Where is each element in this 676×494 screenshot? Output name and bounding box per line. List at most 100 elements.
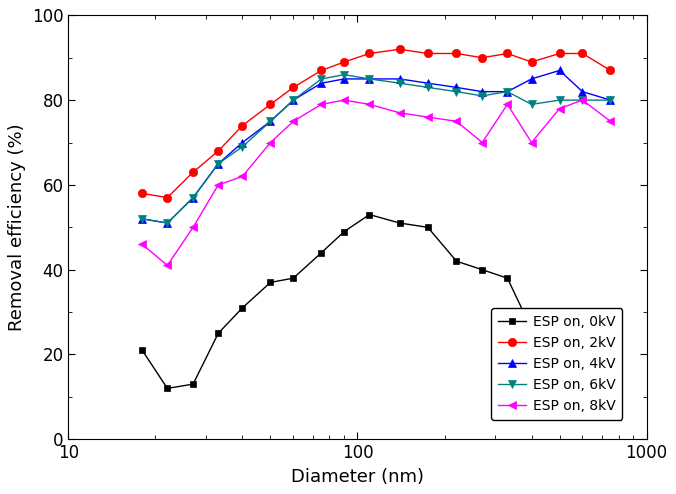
ESP on, 8kV — [239, 173, 247, 179]
ESP on, 6kV — [366, 76, 374, 82]
Line: ESP on, 8kV: ESP on, 8kV — [138, 96, 614, 270]
ESP on, 8kV — [164, 262, 172, 268]
ESP on, 0kV — [556, 339, 564, 345]
ESP on, 0kV — [214, 330, 222, 336]
ESP on, 4kV — [478, 89, 486, 95]
ESP on, 4kV — [317, 80, 325, 86]
ESP on, 2kV — [317, 68, 325, 74]
ESP on, 6kV — [189, 195, 197, 201]
ESP on, 8kV — [317, 101, 325, 107]
ESP on, 2kV — [164, 195, 172, 201]
ESP on, 6kV — [164, 220, 172, 226]
ESP on, 8kV — [556, 106, 564, 112]
ESP on, 6kV — [289, 97, 297, 103]
ESP on, 8kV — [424, 114, 432, 120]
ESP on, 6kV — [239, 144, 247, 150]
ESP on, 0kV — [366, 211, 374, 217]
Line: ESP on, 2kV: ESP on, 2kV — [138, 45, 614, 202]
ESP on, 0kV — [189, 381, 197, 387]
ESP on, 8kV — [138, 241, 146, 247]
ESP on, 0kV — [579, 326, 587, 332]
ESP on, 8kV — [527, 139, 535, 145]
ESP on, 2kV — [266, 101, 274, 107]
ESP on, 4kV — [395, 76, 404, 82]
ESP on, 2kV — [395, 46, 404, 52]
ESP on, 8kV — [478, 139, 486, 145]
ESP on, 4kV — [579, 89, 587, 95]
ESP on, 6kV — [266, 119, 274, 124]
ESP on, 2kV — [504, 50, 512, 56]
ESP on, 4kV — [266, 119, 274, 124]
ESP on, 2kV — [289, 84, 297, 90]
ESP on, 0kV — [164, 385, 172, 391]
ESP on, 0kV — [606, 330, 614, 336]
ESP on, 2kV — [138, 190, 146, 196]
ESP on, 6kV — [504, 89, 512, 95]
ESP on, 4kV — [527, 76, 535, 82]
ESP on, 4kV — [606, 97, 614, 103]
Line: ESP on, 0kV: ESP on, 0kV — [139, 211, 614, 392]
ESP on, 0kV — [452, 258, 460, 264]
ESP on, 4kV — [366, 76, 374, 82]
ESP on, 2kV — [340, 59, 348, 65]
ESP on, 0kV — [266, 280, 274, 286]
ESP on, 0kV — [239, 305, 247, 311]
ESP on, 0kV — [138, 347, 146, 353]
ESP on, 0kV — [527, 326, 535, 332]
ESP on, 8kV — [606, 119, 614, 124]
ESP on, 2kV — [214, 148, 222, 154]
Y-axis label: Removal efficiency (%): Removal efficiency (%) — [8, 124, 26, 331]
ESP on, 0kV — [424, 224, 432, 230]
ESP on, 8kV — [366, 101, 374, 107]
Legend: ESP on, 0kV, ESP on, 2kV, ESP on, 4kV, ESP on, 6kV, ESP on, 8kV: ESP on, 0kV, ESP on, 2kV, ESP on, 4kV, E… — [491, 308, 623, 419]
ESP on, 0kV — [289, 275, 297, 281]
X-axis label: Diameter (nm): Diameter (nm) — [291, 468, 424, 486]
ESP on, 2kV — [606, 68, 614, 74]
ESP on, 2kV — [556, 50, 564, 56]
ESP on, 8kV — [289, 119, 297, 124]
ESP on, 4kV — [452, 84, 460, 90]
ESP on, 6kV — [214, 161, 222, 166]
ESP on, 6kV — [138, 216, 146, 222]
Line: ESP on, 6kV: ESP on, 6kV — [138, 71, 614, 227]
ESP on, 0kV — [317, 250, 325, 256]
ESP on, 6kV — [579, 97, 587, 103]
ESP on, 8kV — [504, 101, 512, 107]
ESP on, 6kV — [452, 89, 460, 95]
ESP on, 8kV — [266, 139, 274, 145]
ESP on, 2kV — [452, 50, 460, 56]
ESP on, 4kV — [424, 80, 432, 86]
ESP on, 4kV — [239, 139, 247, 145]
ESP on, 8kV — [340, 97, 348, 103]
ESP on, 4kV — [189, 195, 197, 201]
ESP on, 2kV — [424, 50, 432, 56]
ESP on, 2kV — [478, 55, 486, 61]
ESP on, 8kV — [579, 97, 587, 103]
ESP on, 4kV — [289, 97, 297, 103]
ESP on, 4kV — [340, 76, 348, 82]
ESP on, 4kV — [138, 216, 146, 222]
ESP on, 4kV — [164, 220, 172, 226]
ESP on, 0kV — [395, 220, 404, 226]
ESP on, 6kV — [395, 80, 404, 86]
ESP on, 6kV — [340, 72, 348, 78]
ESP on, 4kV — [504, 89, 512, 95]
ESP on, 2kV — [366, 50, 374, 56]
ESP on, 4kV — [556, 68, 564, 74]
ESP on, 0kV — [478, 267, 486, 273]
ESP on, 2kV — [579, 50, 587, 56]
ESP on, 0kV — [340, 229, 348, 235]
ESP on, 2kV — [239, 123, 247, 128]
ESP on, 6kV — [317, 76, 325, 82]
ESP on, 6kV — [424, 84, 432, 90]
ESP on, 8kV — [452, 119, 460, 124]
ESP on, 8kV — [214, 182, 222, 188]
ESP on, 0kV — [504, 275, 512, 281]
ESP on, 6kV — [556, 97, 564, 103]
Line: ESP on, 4kV: ESP on, 4kV — [138, 66, 614, 227]
ESP on, 6kV — [478, 93, 486, 99]
ESP on, 8kV — [395, 110, 404, 116]
ESP on, 4kV — [214, 161, 222, 166]
ESP on, 2kV — [189, 169, 197, 175]
ESP on, 6kV — [527, 101, 535, 107]
